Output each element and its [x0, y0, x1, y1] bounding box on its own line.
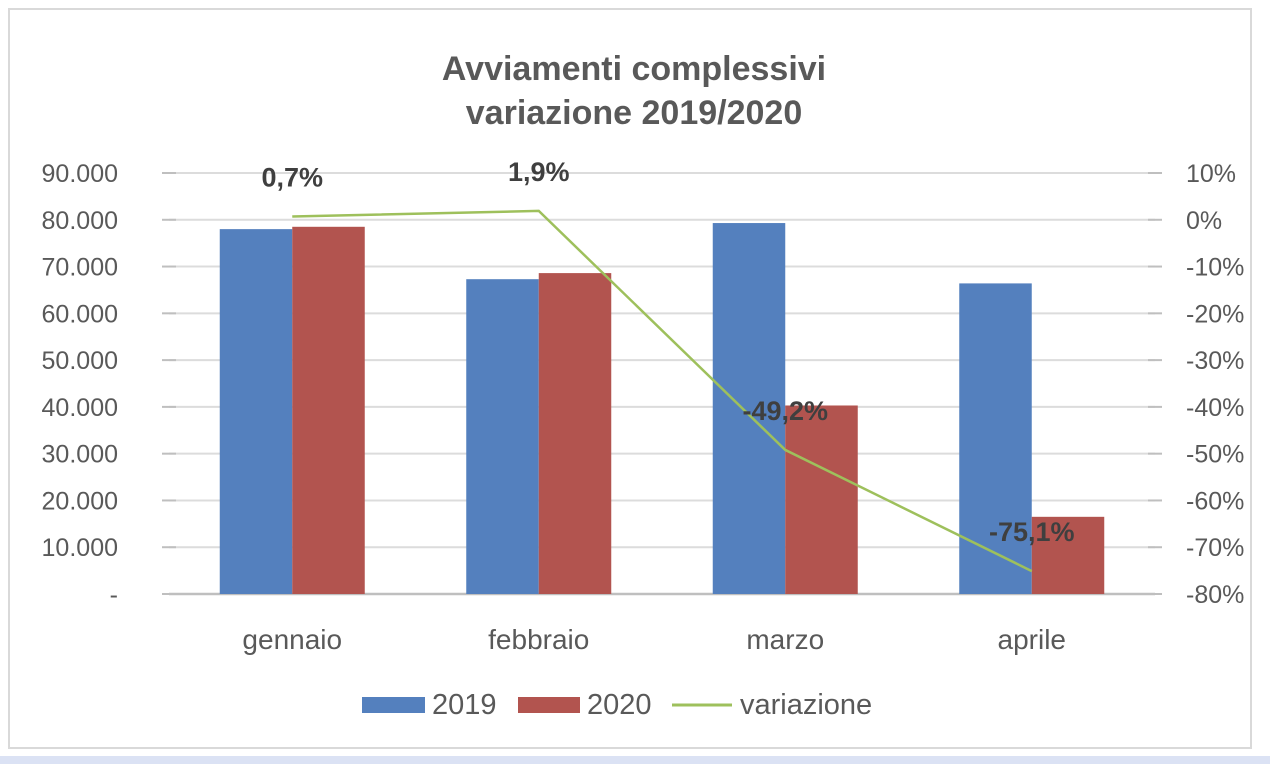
legend-label-2020: 2020: [587, 689, 652, 721]
legend-label-2019: 2019: [432, 689, 497, 721]
right-axis-label: -50%: [1186, 441, 1244, 469]
axis-labels-group: 90.000 10% 80.000 0% 70.000 -10% 60.000 -20% 50.…: [42, 160, 1245, 655]
left-axis-label: 60.000: [42, 300, 118, 328]
left-axis-label: 40.000: [42, 394, 118, 422]
left-axis-label: 80.000: [42, 207, 118, 235]
bar-2019-aprile: [959, 283, 1032, 594]
right-axis-label: -70%: [1186, 534, 1244, 562]
left-axis-label: 70.000: [42, 254, 118, 282]
bar-2019-marzo: [712, 223, 786, 594]
category-label-febbraio: febbraio: [488, 624, 589, 655]
left-axis-label: 20.000: [42, 487, 118, 515]
right-axis-label: -20%: [1186, 300, 1244, 328]
category-label-marzo: marzo: [746, 624, 824, 655]
selection-highlight-strip: [0, 756, 1270, 764]
right-axis-label: -80%: [1186, 581, 1244, 609]
right-axis-label: 0%: [1186, 207, 1222, 235]
left-axis-label: 90.000: [42, 160, 118, 188]
right-axis-label: -40%: [1186, 394, 1244, 422]
bar-2020-gennaio: [292, 226, 365, 595]
category-label-aprile: aprile: [998, 624, 1066, 655]
bar-series-group: [219, 223, 1105, 595]
bar-2020-aprile: [1031, 516, 1105, 594]
right-axis-label: -60%: [1186, 487, 1244, 515]
chart-title-line1: Avviamenti complessivi: [442, 50, 826, 88]
left-axis-label: 10.000: [42, 534, 118, 562]
left-axis-label: 50.000: [42, 347, 118, 375]
bar-2019-gennaio: [219, 229, 293, 594]
line-series-group: 0,7% 1,9% -49,2% -75,1%: [261, 157, 1075, 573]
bar-2020-febbraio: [538, 273, 612, 594]
legend-label-variazione: variazione: [740, 689, 872, 721]
left-axis-label: 30.000: [42, 441, 118, 469]
data-label-febbraio: 1,9%: [508, 157, 570, 187]
left-axis-label: -: [110, 581, 118, 609]
legend-swatch-2019: [362, 697, 425, 713]
right-axis-label: 10%: [1186, 160, 1236, 188]
data-label-marzo: -49,2%: [742, 396, 828, 426]
right-axis-label: -30%: [1186, 347, 1244, 375]
legend-swatch-2020: [518, 697, 580, 713]
chart-border-frame: [8, 8, 1252, 749]
chart-title-line2: variazione 2019/2020: [466, 94, 802, 132]
data-label-aprile: -75,1%: [989, 517, 1075, 547]
variation-line: [292, 209, 1033, 573]
data-label-gennaio: 0,7%: [261, 163, 323, 193]
category-label-gennaio: gennaio: [242, 624, 342, 655]
right-axis-label: -10%: [1186, 254, 1244, 282]
bar-2020-marzo: [785, 405, 858, 594]
bar-2019-febbraio: [466, 279, 539, 594]
legend: 2019 2020 variazione: [362, 689, 872, 721]
